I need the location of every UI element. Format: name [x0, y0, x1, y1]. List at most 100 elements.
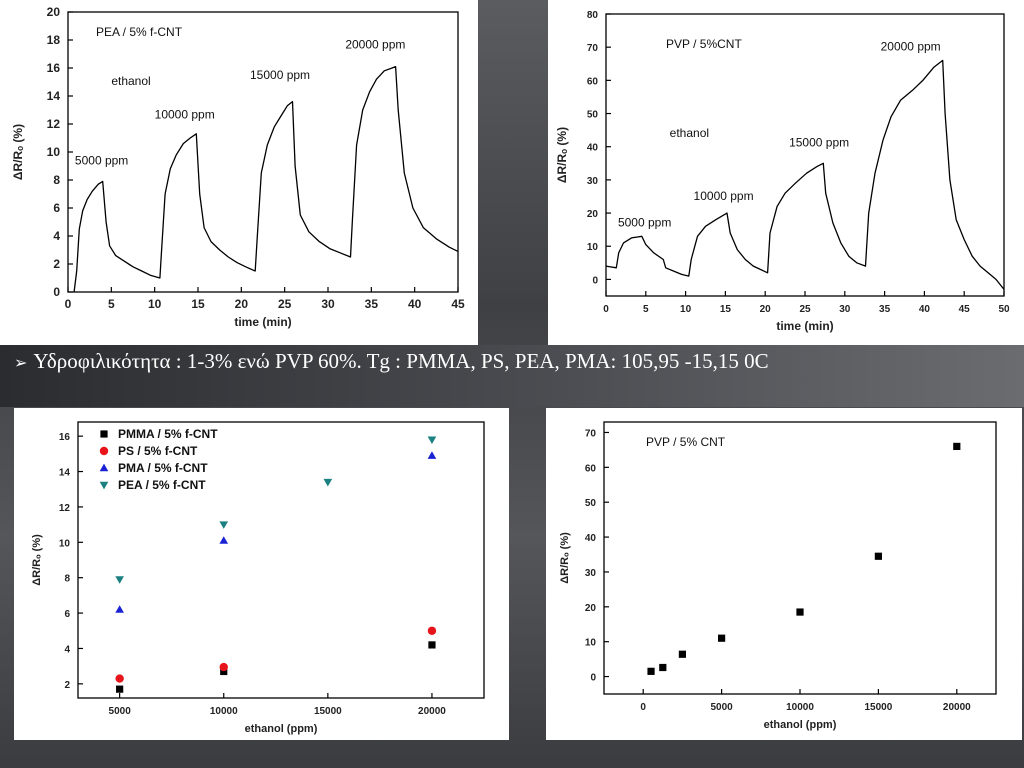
marker-triangle-down — [323, 478, 333, 487]
y-tick-label: 2 — [53, 257, 60, 271]
x-tick-label: 0 — [603, 304, 609, 315]
point-annotation: 5000 ppm — [75, 154, 128, 168]
marker-square — [220, 667, 228, 676]
x-tick-label: 0 — [640, 702, 646, 713]
chart-pea-response-vs-time: 0 5 10 15 20 25 30 35 40 45 0 2 4 6 8 10 12 14 16 18 20 time … — [11, 5, 465, 329]
y-tick-label: 10 — [587, 242, 599, 253]
x-tick-label: 5000 — [710, 702, 733, 713]
x-tick-label: 10 — [680, 304, 692, 315]
y-tick-label: 18 — [47, 33, 61, 47]
x-tick-label: 35 — [365, 297, 379, 311]
x-tick-label: 5 — [643, 304, 649, 315]
y-tick-label: 60 — [587, 76, 599, 87]
chart-panel-pvp-concentration: 0 5000 10000 15000 20000 0 10 20 30 40 50 60 70 ethan… — [546, 408, 1022, 740]
y-tick-label: 80 — [587, 10, 599, 21]
x-tick-label: 40 — [919, 304, 931, 315]
x-tick-label: 30 — [839, 304, 851, 315]
marker-triangle-up — [219, 536, 229, 544]
x-tick-label: 15 — [720, 304, 732, 315]
marker-triangle-up — [99, 463, 109, 472]
y-tick-label: 0 — [590, 673, 596, 684]
y-tick-label: 20 — [47, 5, 61, 19]
x-tick-label: 40 — [408, 297, 422, 311]
marker-square — [100, 430, 108, 438]
y-tick-label: 20 — [587, 209, 599, 220]
series-line — [73, 65, 459, 293]
point-annotation: 15000 ppm — [789, 136, 849, 150]
caption-line: ➢ Υδροφιλικότητα : 1-3% ενώ PVP 60%. Tg :… — [14, 349, 1014, 374]
y-tick-label: 40 — [585, 533, 597, 544]
y-tick-label: 10 — [59, 538, 71, 549]
marker-square — [647, 667, 655, 675]
chart-fcnt-response-vs-concentration: 5000 10000 15000 20000 2 4 6 8 10 12 14 16 ethanol (… — [31, 421, 485, 735]
y-tick-label: 60 — [585, 463, 597, 474]
legend-entry: PEA / 5% f-CNT — [118, 478, 206, 492]
chart-pvp-response-vs-time: 0 5 10 15 20 25 30 35 40 45 50 0 10 20 30 40 50 60 70 80 tim… — [555, 10, 1010, 333]
point-annotation: 15000 ppm — [250, 68, 310, 82]
y-tick-label: 0 — [53, 285, 60, 299]
caption-banner — [0, 345, 1024, 407]
y-tick-label: 16 — [47, 61, 61, 75]
marker-triangle-up — [427, 451, 437, 459]
y-tick-label: 16 — [59, 432, 71, 443]
point-annotation: 20000 ppm — [881, 39, 941, 53]
marker-triangle-up — [115, 605, 124, 613]
x-tick-label: 10 — [148, 297, 162, 311]
marker-circle — [115, 674, 124, 683]
point-annotation: 20000 ppm — [345, 37, 405, 51]
caption-text: Υδροφιλικότητα : 1-3% ενώ PVP 60%. Tg : … — [33, 349, 769, 373]
x-tick-label: 15000 — [314, 706, 342, 717]
legend-entry: PS / 5% f-CNT — [118, 444, 198, 458]
y-tick-label: 30 — [587, 176, 599, 187]
x-tick-label: 5000 — [109, 706, 132, 717]
y-tick-label: 50 — [585, 498, 597, 509]
legend-entry: PMA / 5% f-CNT — [118, 461, 208, 475]
y-tick-label: 0 — [592, 275, 598, 286]
marker-square — [874, 552, 882, 560]
x-tick-label: 25 — [278, 297, 292, 311]
point-annotation: 5000 ppm — [618, 215, 671, 229]
x-tick-label: 15 — [191, 297, 205, 311]
y-tick-label: 8 — [53, 173, 60, 187]
y-axis-label: ΔR/Rₒ (%) — [11, 124, 25, 180]
marker-square — [953, 442, 961, 451]
point-annotation: 10000 ppm — [155, 107, 215, 121]
x-tick-label: 0 — [65, 297, 72, 311]
y-tick-label: 10 — [47, 145, 61, 159]
point-annotation: ethanol — [670, 126, 709, 140]
y-tick-label: 6 — [53, 201, 60, 215]
y-tick-label: 14 — [59, 468, 71, 479]
x-tick-label: 10000 — [786, 702, 814, 713]
marker-square — [659, 663, 667, 672]
y-axis-label: ΔR/Rₒ (%) — [559, 532, 571, 584]
chart-pvp-response-vs-concentration: 0 5000 10000 15000 20000 0 10 20 30 40 50 60 70 ethan… — [559, 421, 997, 731]
x-tick-label: 45 — [451, 297, 465, 311]
x-tick-label: 15000 — [864, 702, 892, 713]
y-tick-label: 70 — [587, 43, 599, 54]
plot-frame — [605, 13, 1005, 297]
y-tick-label: 6 — [64, 609, 70, 620]
x-tick-label: 20 — [760, 304, 772, 315]
y-tick-label: 12 — [47, 117, 61, 131]
marker-circle — [427, 626, 437, 635]
marker-square — [796, 608, 804, 616]
x-tick-label: 5 — [108, 297, 115, 311]
marker-triangle-down — [99, 481, 109, 490]
y-tick-label: 70 — [585, 428, 597, 439]
plot-frame — [77, 421, 485, 699]
arrow-bullet-icon: ➢ — [14, 355, 28, 372]
marker-square — [116, 685, 124, 693]
y-axis-label: ΔR/Rₒ (%) — [555, 127, 569, 183]
legend-entry: PMMA / 5% f-CNT — [118, 427, 218, 441]
x-axis-label: time (min) — [776, 319, 833, 333]
x-tick-label: 45 — [959, 304, 971, 315]
y-tick-label: 8 — [64, 574, 70, 585]
marker-circle — [219, 662, 228, 672]
x-tick-label: 20000 — [418, 706, 446, 717]
x-tick-label: 25 — [799, 304, 811, 315]
point-annotation: 10000 ppm — [694, 189, 754, 203]
marker-square — [718, 634, 726, 642]
y-tick-label: 2 — [64, 680, 70, 691]
x-axis-label: ethanol (ppm) — [764, 719, 837, 731]
y-tick-label: 4 — [64, 644, 70, 655]
